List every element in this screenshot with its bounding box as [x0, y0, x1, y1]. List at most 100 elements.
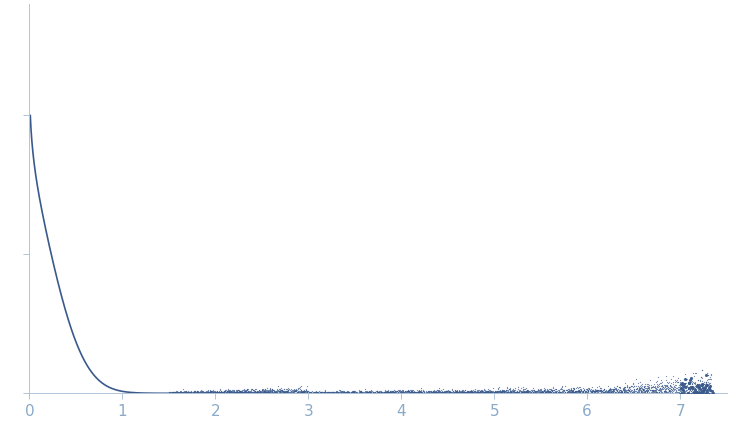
- Point: [389, 390, 401, 397]
- Point: [415, 389, 426, 396]
- Point: [259, 387, 271, 394]
- Point: [499, 389, 511, 396]
- Point: [359, 389, 371, 396]
- Point: [188, 390, 200, 397]
- Point: [689, 385, 701, 392]
- Point: [691, 381, 703, 388]
- Point: [569, 391, 581, 398]
- Point: [634, 396, 646, 403]
- Point: [691, 397, 702, 404]
- Point: [421, 392, 433, 399]
- Point: [578, 386, 590, 393]
- Point: [353, 392, 365, 399]
- Point: [219, 386, 230, 393]
- Point: [695, 392, 707, 399]
- Point: [682, 389, 694, 396]
- Point: [440, 388, 452, 395]
- Point: [636, 381, 648, 388]
- Point: [226, 392, 238, 399]
- Point: [410, 389, 422, 396]
- Point: [277, 389, 288, 396]
- Point: [422, 388, 434, 395]
- Point: [359, 392, 371, 399]
- Point: [468, 391, 479, 398]
- Point: [608, 385, 619, 392]
- Point: [253, 391, 265, 398]
- Point: [294, 390, 305, 397]
- Point: [403, 390, 415, 397]
- Point: [681, 392, 693, 399]
- Point: [459, 394, 471, 401]
- Point: [512, 390, 524, 397]
- Point: [307, 389, 319, 396]
- Point: [605, 389, 617, 396]
- Point: [235, 390, 247, 397]
- Point: [245, 392, 257, 399]
- Point: [241, 392, 252, 399]
- Point: [587, 393, 599, 400]
- Point: [448, 391, 460, 398]
- Point: [275, 389, 287, 396]
- Point: [503, 394, 515, 401]
- Point: [224, 389, 236, 396]
- Point: [290, 387, 302, 394]
- Point: [406, 390, 418, 397]
- Point: [647, 394, 659, 401]
- Point: [424, 388, 435, 395]
- Point: [438, 388, 450, 395]
- Point: [372, 389, 384, 396]
- Point: [490, 392, 502, 399]
- Point: [473, 390, 484, 397]
- Point: [484, 392, 495, 399]
- Point: [523, 390, 535, 397]
- Point: [604, 388, 616, 395]
- Point: [415, 392, 426, 399]
- Point: [601, 392, 613, 399]
- Point: [580, 390, 592, 397]
- Point: [167, 391, 179, 398]
- Point: [537, 391, 549, 398]
- Point: [624, 385, 636, 392]
- Point: [321, 390, 333, 397]
- Point: [283, 390, 294, 397]
- Point: [520, 388, 531, 395]
- Point: [240, 388, 252, 395]
- Point: [228, 389, 239, 396]
- Point: [531, 390, 542, 397]
- Point: [703, 394, 715, 401]
- Point: [341, 389, 352, 396]
- Point: [694, 377, 706, 384]
- Point: [219, 391, 231, 398]
- Point: [689, 394, 701, 401]
- Point: [636, 391, 648, 398]
- Point: [620, 390, 632, 397]
- Point: [338, 390, 350, 397]
- Point: [672, 398, 684, 405]
- Point: [393, 391, 404, 398]
- Point: [178, 391, 190, 398]
- Point: [578, 389, 589, 396]
- Point: [277, 391, 289, 398]
- Point: [635, 389, 647, 396]
- Point: [485, 389, 497, 396]
- Point: [317, 390, 329, 397]
- Point: [484, 388, 496, 395]
- Point: [631, 384, 643, 391]
- Point: [611, 392, 622, 399]
- Point: [349, 390, 360, 397]
- Point: [694, 395, 706, 402]
- Point: [550, 392, 562, 399]
- Point: [666, 397, 678, 404]
- Point: [594, 388, 606, 395]
- Point: [272, 392, 283, 399]
- Point: [606, 388, 617, 395]
- Point: [425, 390, 437, 397]
- Point: [443, 389, 455, 396]
- Point: [287, 392, 299, 399]
- Point: [558, 394, 570, 401]
- Point: [177, 391, 189, 398]
- Point: [429, 389, 441, 396]
- Point: [608, 388, 619, 395]
- Point: [698, 400, 710, 407]
- Point: [456, 390, 468, 397]
